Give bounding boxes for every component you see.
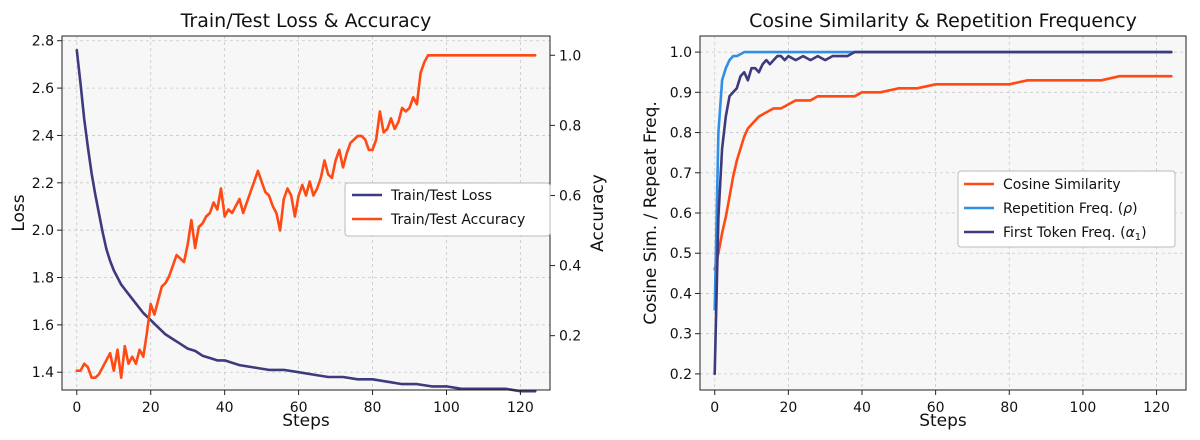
chart-title-right: Cosine Similarity & Repetition Frequency: [749, 10, 1137, 32]
left-ytick-label-5: 2.4: [32, 128, 54, 144]
right-xtick-label-4: 80: [1000, 400, 1018, 416]
left-xtick-label-3: 60: [290, 400, 308, 416]
y-axis-label-right: Accuracy: [588, 174, 608, 252]
right-xtick-label-6: 120: [1143, 400, 1170, 416]
left-xtick-label-6: 120: [507, 400, 534, 416]
legend-right: Cosine Similarity Repetition Freq. (ρ) F…: [957, 170, 1176, 248]
legend-label-repetition: Repetition Freq. (ρ): [1003, 201, 1138, 217]
right-series-line-0: [713, 74, 1173, 271]
left-xtick-label-0: 0: [72, 400, 81, 416]
left-xtick-label-2: 40: [216, 400, 234, 416]
left-xtick-label-4: 80: [364, 400, 382, 416]
right-xtick-label-1: 20: [779, 400, 797, 416]
left-ytick-label-6: 2.6: [32, 81, 54, 97]
left-ytick-right-label-1: 0.4: [559, 259, 581, 275]
legend-label-first-token-open: (: [1116, 225, 1126, 241]
left-ytick-label-7: 2.8: [32, 34, 54, 50]
left-ytick-label-0: 1.4: [32, 365, 54, 381]
left-ytick-label-3: 2.0: [32, 223, 54, 239]
left-ytick-label-4: 2.2: [32, 176, 54, 192]
chart-cosine-repetition: 0 20 40 60 80 100 120 0.2 0.3 0.4 0.5 0.6 0.7 0.8 0.9…: [641, 10, 1187, 431]
legend-label-first-token-symbol: α: [1126, 225, 1136, 241]
legend-label-loss: Train/Test Loss: [390, 188, 492, 204]
chart-title-left: Train/Test Loss & Accuracy: [180, 10, 432, 32]
legend-label-first-token-text: First Token Freq.: [1003, 225, 1116, 241]
right-series-line-2: [713, 50, 1173, 376]
legend-label-accuracy: Train/Test Accuracy: [390, 212, 525, 228]
left-xtick-label-1: 20: [142, 400, 160, 416]
right-xtick-label-2: 40: [853, 400, 871, 416]
left-ytick-right-label-2: 0.6: [559, 188, 581, 204]
legend-label-first-token: First Token Freq. (α1): [1003, 225, 1147, 243]
x-ticks-right: 0 20 40 60 80 100 120: [710, 390, 1170, 416]
right-xtick-label-3: 60: [927, 400, 945, 416]
x-ticks-left: 0 20 40 60 80 100 120: [72, 390, 534, 416]
left-xtick-label-5: 100: [433, 400, 460, 416]
y-ticks-left: 1.4 1.6 1.8 2.0 2.2 2.4 2.6 2.8: [32, 34, 62, 381]
series-right: [713, 50, 1173, 376]
right-ytick-label-6: 0.8: [670, 126, 692, 142]
y-axis-label-left: Loss: [9, 194, 29, 231]
right-ytick-label-3: 0.5: [670, 246, 692, 262]
legend-label-repetition-symbol: ρ: [1123, 201, 1132, 217]
left-ytick-label-1: 1.6: [32, 318, 54, 334]
legend-label-cosine: Cosine Similarity: [1003, 177, 1121, 193]
y-ticks-right-chart: 0.2 0.3 0.4 0.5 0.6 0.7 0.8 0.9 1.0: [670, 45, 700, 383]
left-ytick-right-label-3: 0.8: [559, 118, 581, 134]
y-axis-label-right-chart: Cosine Sim. / Repeat Freq.: [641, 101, 661, 325]
right-ytick-label-5: 0.7: [670, 166, 692, 182]
right-ytick-label-1: 0.3: [670, 327, 692, 343]
left-ytick-right-label-4: 1.0: [559, 48, 581, 64]
legend-label-repetition-close: ): [1132, 201, 1137, 217]
legend-box-right: [957, 170, 1176, 248]
legend-label-first-token-close: ): [1141, 225, 1146, 241]
left-series-line-1: [75, 53, 537, 380]
right-ytick-label-4: 0.6: [670, 206, 692, 222]
legend-label-repetition-text: Repetition Freq.: [1003, 201, 1113, 217]
right-xtick-label-5: 100: [1070, 400, 1097, 416]
x-axis-label-left: Steps: [282, 411, 330, 431]
right-ytick-label-7: 0.9: [670, 85, 692, 101]
x-axis-label-right: Steps: [919, 411, 967, 431]
y-ticks-right: 0.2 0.4 0.6 0.8 1.0: [550, 48, 581, 345]
chart-loss-accuracy: 0 20 40 60 80 100 120 1.4 1.6 1.8 2.0 2.2 2.4 2.6 2.8…: [9, 10, 608, 431]
legend-left: Train/Test Loss Train/Test Accuracy: [344, 182, 551, 237]
left-series-line-0: [75, 48, 537, 393]
right-ytick-label-0: 0.2: [670, 367, 692, 383]
right-ytick-label-2: 0.4: [670, 286, 692, 302]
left-ytick-right-label-0: 0.2: [559, 329, 581, 345]
legend-box-left: [344, 182, 551, 237]
right-ytick-label-8: 1.0: [670, 45, 692, 61]
left-ytick-label-2: 1.8: [32, 271, 54, 287]
series-left: [75, 48, 537, 393]
legend-label-first-token-sub: 1: [1135, 232, 1141, 243]
legend-label-repetition-open: (: [1113, 201, 1123, 217]
right-xtick-label-0: 0: [710, 400, 719, 416]
